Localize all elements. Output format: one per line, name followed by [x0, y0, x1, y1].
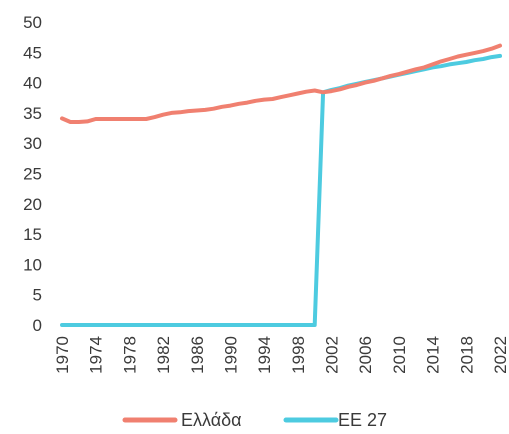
x-tick-label: 1998: [289, 336, 308, 374]
legend-label-0: Ελλάδα: [181, 410, 242, 430]
x-tick-label: 1994: [255, 336, 274, 374]
y-tick-label: 5: [33, 286, 42, 305]
x-tick-label: 2002: [323, 336, 342, 374]
x-tick-label: 2010: [390, 336, 409, 374]
x-axis-ticks: 1970 1974 1978 1982 1986 1990 1994 1998 2002 2006…: [53, 336, 509, 374]
y-tick-label: 50: [23, 13, 42, 32]
y-tick-label: 35: [23, 104, 42, 123]
y-tick-label: 20: [23, 195, 42, 214]
y-tick-label: 10: [23, 255, 42, 274]
x-tick-label: 1982: [154, 336, 173, 374]
x-tick-label: 1990: [221, 336, 240, 374]
y-tick-label: 0: [33, 316, 42, 335]
x-tick-label: 2018: [457, 336, 476, 374]
y-tick-label: 25: [23, 165, 42, 184]
x-tick-label: 1974: [87, 336, 106, 374]
x-tick-label: 2014: [424, 336, 443, 374]
series-line-0: [60, 43, 502, 124]
legend: Ελλάδα ΕΕ 27: [122, 410, 387, 430]
y-tick-label: 15: [23, 225, 42, 244]
x-tick-label: 2022: [491, 336, 509, 374]
y-tick-label: 30: [23, 134, 42, 153]
series-line-1: [60, 53, 502, 327]
x-tick-label: 1986: [188, 336, 207, 374]
y-tick-label: 45: [23, 43, 42, 62]
y-tick-label: 40: [23, 74, 42, 93]
series-lines: [60, 43, 502, 327]
x-tick-label: 2006: [356, 336, 375, 374]
legend-label-1: ΕΕ 27: [338, 410, 387, 430]
x-tick-label: 1970: [53, 336, 72, 374]
y-axis-ticks: 0 5 10 15 20 25 30 35 40 45 50: [23, 13, 42, 335]
x-tick-label: 1978: [120, 336, 139, 374]
